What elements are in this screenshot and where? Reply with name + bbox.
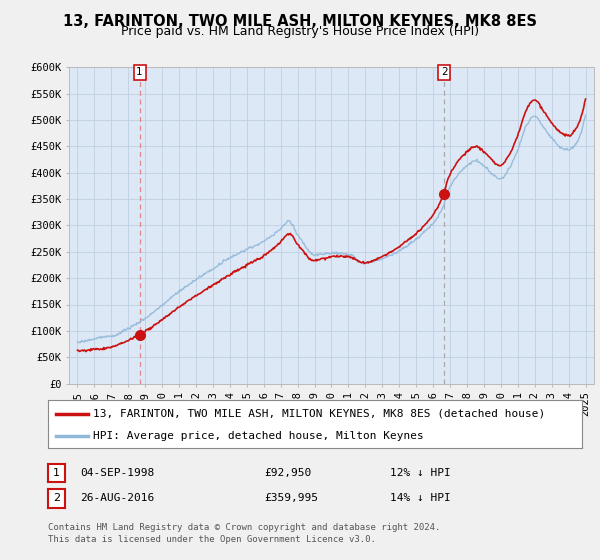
- Text: 04-SEP-1998: 04-SEP-1998: [80, 468, 154, 478]
- Text: 14% ↓ HPI: 14% ↓ HPI: [390, 493, 451, 503]
- Text: 2: 2: [53, 493, 60, 503]
- Text: 1: 1: [53, 468, 60, 478]
- Text: £92,950: £92,950: [264, 468, 311, 478]
- Text: Price paid vs. HM Land Registry's House Price Index (HPI): Price paid vs. HM Land Registry's House …: [121, 25, 479, 38]
- Text: 1: 1: [136, 67, 143, 77]
- Text: 13, FARINTON, TWO MILE ASH, MILTON KEYNES, MK8 8ES (detached house): 13, FARINTON, TWO MILE ASH, MILTON KEYNE…: [94, 409, 545, 419]
- Text: Contains HM Land Registry data © Crown copyright and database right 2024.
This d: Contains HM Land Registry data © Crown c…: [48, 522, 440, 544]
- Text: 13, FARINTON, TWO MILE ASH, MILTON KEYNES, MK8 8ES: 13, FARINTON, TWO MILE ASH, MILTON KEYNE…: [63, 14, 537, 29]
- Text: 12% ↓ HPI: 12% ↓ HPI: [390, 468, 451, 478]
- Text: HPI: Average price, detached house, Milton Keynes: HPI: Average price, detached house, Milt…: [94, 431, 424, 441]
- Text: 26-AUG-2016: 26-AUG-2016: [80, 493, 154, 503]
- Text: 2: 2: [441, 67, 448, 77]
- Text: £359,995: £359,995: [264, 493, 318, 503]
